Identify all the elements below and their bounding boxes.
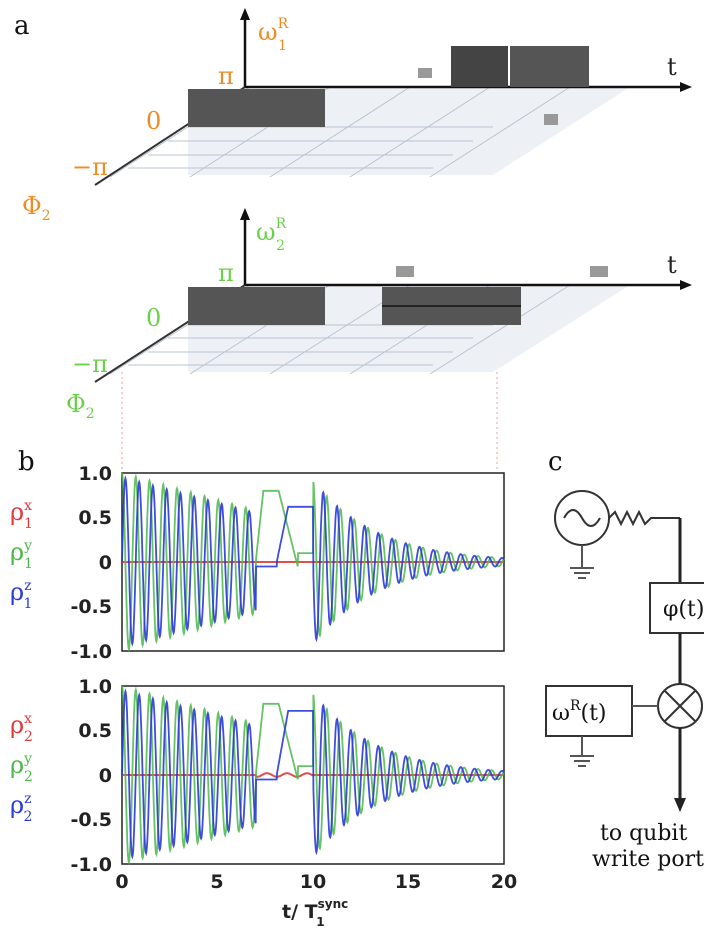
circuit-caption-line1: to qubit <box>600 821 687 846</box>
legend-rho1z: ρz 1 <box>10 578 32 612</box>
omega-source-label: ωR(t) <box>552 698 607 726</box>
xtick-5: 20 <box>491 871 517 893</box>
pulse-q1-1 <box>188 89 325 127</box>
xtick-1: 0 <box>115 871 128 893</box>
t-label-q2: t <box>667 251 677 279</box>
legend-top: ρx 1 ρy 1 ρz 1 <box>10 498 33 612</box>
legend-rho2y: ρy 2 <box>10 751 33 785</box>
omega-source-box <box>545 685 633 737</box>
panel-a-qubit2-plot: ωR 2 t π 0 −π Φ2 <box>66 208 692 422</box>
series-ρ2z <box>121 688 505 860</box>
legend-rho2x: ρx 2 <box>10 711 33 745</box>
pulse-q2-marker-1 <box>396 266 414 277</box>
ytick-bottom-5: -1.0 <box>70 854 112 876</box>
circuit-caption-line2: write port <box>592 847 704 872</box>
panel-label-a: a <box>14 11 30 41</box>
tick-q2-minus-pi: −π <box>72 350 108 378</box>
pulse-q2-marker-2 <box>590 266 608 277</box>
resistor-icon <box>608 509 680 527</box>
panel-label-b: b <box>18 447 35 477</box>
y-ticks-bottom: 1.0 0.5 0 -0.5 -1.0 <box>70 676 112 876</box>
tick-q1-minus-pi: −π <box>72 153 108 181</box>
phi-label-q2: Φ2 <box>66 390 95 422</box>
x-ticks: 0 5 10 15 20 <box>115 871 517 893</box>
t-label-q1: t <box>667 53 677 81</box>
phi-label-q1: Φ2 <box>22 192 51 224</box>
legend-rho1x: ρx 1 <box>10 498 33 532</box>
ytick-top-5: -1.0 <box>70 641 112 663</box>
omega-label-q2: ωR 2 <box>256 216 287 254</box>
pulse-q2-1 <box>188 287 325 325</box>
tick-q1-0: 0 <box>146 107 161 135</box>
panel-a-qubit1-plot: ωR 1 t π 0 −π Φ2 <box>22 8 692 224</box>
ytick-top-3: 0 <box>99 552 112 574</box>
ytick-top-2: 0.5 <box>78 507 112 529</box>
panel-label-c: c <box>548 447 563 477</box>
ytick-bottom-2: 0.5 <box>78 720 112 742</box>
ytick-bottom-3: 0 <box>99 765 112 787</box>
xtick-3: 10 <box>300 871 326 893</box>
ground-icon-omega <box>570 755 594 767</box>
ground-icon-source <box>570 567 594 579</box>
ytick-bottom-1: 1.0 <box>78 676 112 698</box>
tick-q1-pi: π <box>218 62 234 90</box>
xtick-4: 15 <box>395 871 421 893</box>
plot-top <box>121 472 505 653</box>
plane-grid-q1 <box>109 86 571 178</box>
circuit-diagram: φ(t) ωR(t) to qubit write port <box>545 490 704 872</box>
ytick-top-1: 1.0 <box>78 463 112 485</box>
phase-shifter-label: φ(t) <box>663 597 704 622</box>
pulse-q1-2 <box>451 46 508 87</box>
x-axis-label: t/ Tsync 1 <box>282 897 348 929</box>
series-ρ1z <box>121 475 505 647</box>
ytick-top-4: -0.5 <box>70 596 112 618</box>
tick-q2-pi: π <box>218 259 234 287</box>
pulse-q1-marker-1 <box>418 68 432 78</box>
pulse-q1-marker-2 <box>544 114 558 125</box>
legend-rho2z: ρz 2 <box>10 791 32 825</box>
legend-rho1y: ρy 1 <box>10 538 33 572</box>
ytick-bottom-4: -0.5 <box>70 809 112 831</box>
tick-q2-0: 0 <box>146 304 161 332</box>
xtick-2: 5 <box>210 871 223 893</box>
y-ticks-top: 1.0 0.5 0 -0.5 -1.0 <box>70 463 112 663</box>
legend-bottom: ρx 2 ρy 2 ρz 2 <box>10 711 33 825</box>
omega-label-q1: ωR 1 <box>258 16 289 54</box>
plot-bottom <box>121 685 505 866</box>
pulse-q1-3 <box>510 46 589 87</box>
